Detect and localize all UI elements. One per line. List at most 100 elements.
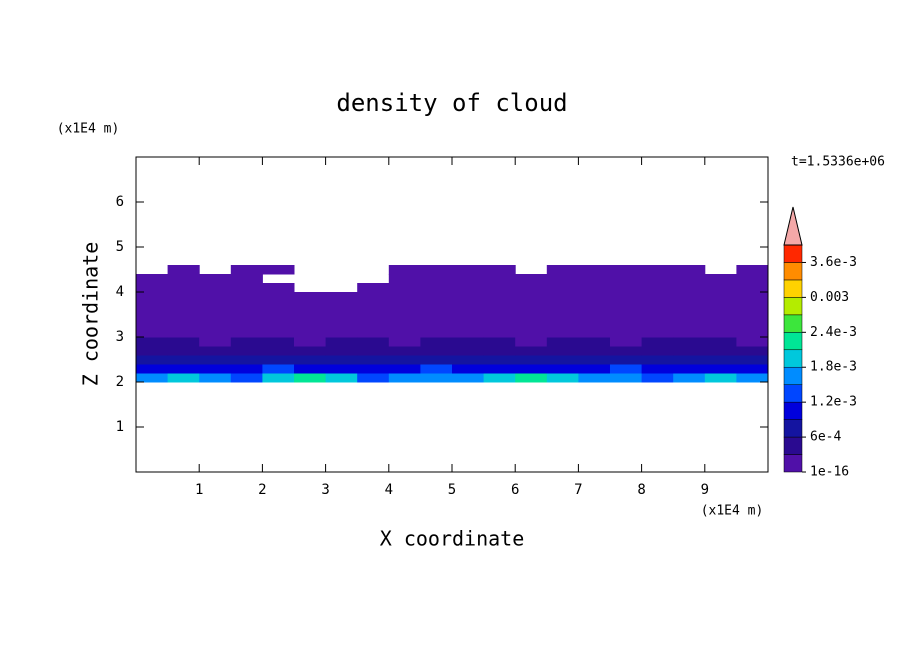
contour-cell [483, 301, 516, 311]
contour-cell [294, 364, 327, 374]
contour-cell [736, 346, 769, 356]
contour-cell [736, 319, 769, 329]
contour-cell [167, 292, 200, 302]
contour-cell [357, 292, 390, 302]
contour-cell [704, 274, 737, 284]
contour-cell [578, 310, 611, 320]
contour-cell [167, 301, 200, 311]
contour-cell [388, 319, 421, 329]
x-unit: (x1E4 m) [701, 504, 764, 519]
contour-cell [736, 364, 769, 374]
contour-cell [641, 310, 674, 320]
contour-cell [546, 337, 579, 347]
contour-cell [388, 301, 421, 311]
contour-cell [704, 337, 737, 347]
y-tick-label: 5 [116, 239, 124, 255]
contour-cell [357, 319, 390, 329]
contour-cell [673, 373, 706, 383]
y-unit: (x1E4 m) [57, 122, 120, 137]
contour-cell [452, 283, 485, 293]
contour-cell [673, 265, 706, 275]
contour-cell [673, 283, 706, 293]
contour-cell [199, 328, 232, 338]
colorbar-label: 0.003 [810, 290, 849, 305]
contour-cell [483, 319, 516, 329]
colorbar-band [783, 314, 803, 333]
contour-cell [230, 310, 263, 320]
contour-cell [167, 328, 200, 338]
contour-cell [167, 364, 200, 374]
contour-cell [262, 355, 295, 365]
contour-cell [673, 319, 706, 329]
contour-cell [673, 364, 706, 374]
contour-cell [136, 364, 169, 374]
contour-cell [388, 292, 421, 302]
y-tick-label: 3 [116, 329, 124, 345]
contour-cell [167, 274, 200, 284]
contour-cell [578, 319, 611, 329]
contour-cell [704, 346, 737, 356]
contour-cell [578, 355, 611, 365]
contour-cell [515, 364, 548, 374]
colorbar-band [783, 332, 803, 351]
contour-cell [325, 373, 358, 383]
contour-cell [515, 292, 548, 302]
contour-cell [325, 310, 358, 320]
contour-cell [199, 292, 232, 302]
contour-cell [736, 274, 769, 284]
contour-cell [136, 274, 169, 284]
contour-cell [136, 337, 169, 347]
contour-cell [736, 328, 769, 338]
contour-cell [452, 301, 485, 311]
contour-cell [294, 319, 327, 329]
contour-cell [357, 310, 390, 320]
contour-cell [325, 346, 358, 356]
contour-cell [515, 346, 548, 356]
contour-cell [136, 301, 169, 311]
contour-cell [641, 373, 674, 383]
contour-cell [420, 265, 453, 275]
contour-cell [230, 292, 263, 302]
contour-cell [262, 283, 295, 293]
contour-cell [704, 355, 737, 365]
contour-cell [546, 283, 579, 293]
contour-cell [610, 292, 643, 302]
contour-cell [262, 328, 295, 338]
contour-cell [736, 265, 769, 275]
contour-cell [136, 310, 169, 320]
contour-cell [420, 364, 453, 374]
contour-cell [136, 355, 169, 365]
contour-cell [230, 364, 263, 374]
contour-cell [325, 355, 358, 365]
contour-cell [199, 310, 232, 320]
contour-cell [452, 292, 485, 302]
contour-cell [136, 292, 169, 302]
contour-cell [357, 373, 390, 383]
contour-cell [199, 364, 232, 374]
contour-cell [641, 283, 674, 293]
contour-cell [388, 364, 421, 374]
contour-cell [452, 265, 485, 275]
contour-cell [357, 301, 390, 311]
contour-cell [483, 364, 516, 374]
contour-cell [199, 355, 232, 365]
contour-cell [736, 373, 769, 383]
contour-cell [483, 337, 516, 347]
contour-cell [294, 310, 327, 320]
contour-cell [357, 337, 390, 347]
contour-cell [483, 292, 516, 302]
contour-cell [136, 328, 169, 338]
contour-cell [673, 310, 706, 320]
contour-cell [136, 283, 169, 293]
contour-cell [420, 292, 453, 302]
contour-cell [704, 373, 737, 383]
contour-cell [420, 319, 453, 329]
contour-cell [167, 310, 200, 320]
contour-cell [452, 274, 485, 284]
x-tick-label: 5 [448, 482, 456, 498]
contour-cell [704, 328, 737, 338]
contour-cell [578, 346, 611, 356]
y-axis-label: Z coordinate [79, 242, 103, 387]
contour-cell [136, 373, 169, 383]
